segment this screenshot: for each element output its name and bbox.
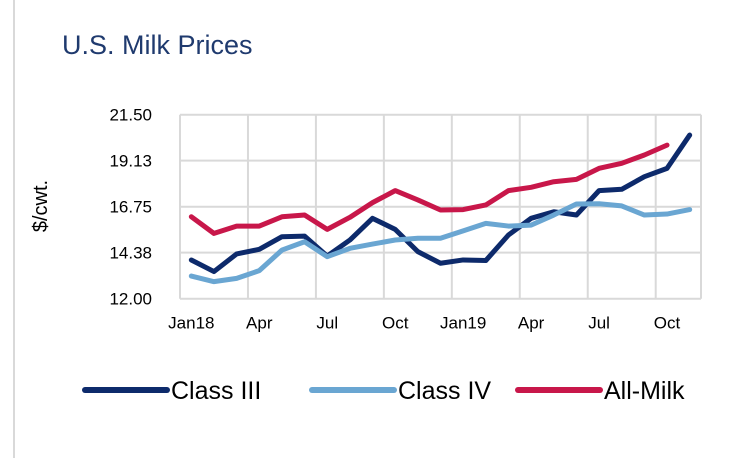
y-axis-label: $/cwt.	[30, 180, 52, 232]
x-tick-label: Jan18	[168, 314, 214, 333]
y-tick-label: 19.13	[109, 152, 152, 171]
x-tick-label: Apr	[246, 314, 273, 333]
y-tick-label: 14.38	[109, 244, 152, 263]
left-border	[13, 0, 15, 458]
y-tick-label: 21.50	[109, 106, 152, 125]
legend-label: Class IV	[398, 377, 491, 405]
legend-label: All-Milk	[604, 377, 685, 405]
y-tick-label: 16.75	[109, 198, 152, 217]
x-tick-label: Oct	[382, 314, 409, 333]
x-tick-label: Jan19	[440, 314, 486, 333]
series-line-all-milk	[188, 142, 670, 236]
x-tick-label: Jul	[316, 314, 338, 333]
x-tick-label: Jul	[588, 314, 610, 333]
y-tick-label: 12.00	[109, 290, 152, 309]
x-tick-label: Oct	[654, 314, 681, 333]
x-tick-label: Apr	[518, 314, 545, 333]
legend-label: Class III	[171, 377, 261, 405]
chart-title: U.S. Milk Prices	[62, 30, 253, 60]
